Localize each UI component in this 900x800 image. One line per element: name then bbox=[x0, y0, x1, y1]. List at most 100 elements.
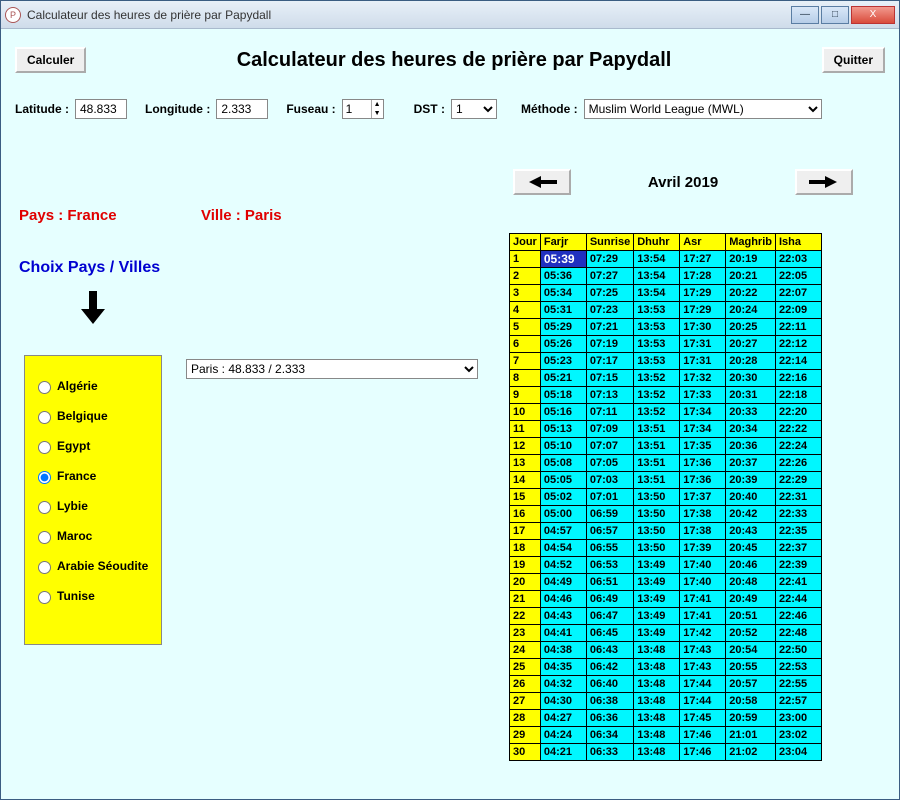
time-cell[interactable]: 05:39 bbox=[540, 251, 586, 268]
table-row[interactable]: 605:2607:1913:5317:3120:2722:12 bbox=[510, 336, 822, 353]
time-cell[interactable]: 13:54 bbox=[634, 285, 680, 302]
time-cell[interactable]: 21:02 bbox=[726, 744, 776, 761]
time-cell[interactable]: 22:50 bbox=[775, 642, 821, 659]
time-cell[interactable]: 17:35 bbox=[680, 438, 726, 455]
time-cell[interactable]: 05:31 bbox=[540, 302, 586, 319]
table-row[interactable]: 2504:3506:4213:4817:4320:5522:53 bbox=[510, 659, 822, 676]
day-cell[interactable]: 10 bbox=[510, 404, 541, 421]
time-cell[interactable]: 05:08 bbox=[540, 455, 586, 472]
time-cell[interactable]: 04:27 bbox=[540, 710, 586, 727]
time-cell[interactable]: 04:52 bbox=[540, 557, 586, 574]
time-cell[interactable]: 05:36 bbox=[540, 268, 586, 285]
time-cell[interactable]: 05:23 bbox=[540, 353, 586, 370]
time-cell[interactable]: 20:27 bbox=[726, 336, 776, 353]
time-cell[interactable]: 22:39 bbox=[775, 557, 821, 574]
time-cell[interactable]: 07:29 bbox=[586, 251, 633, 268]
time-cell[interactable]: 05:16 bbox=[540, 404, 586, 421]
city-select[interactable]: Paris : 48.833 / 2.333 bbox=[186, 359, 478, 379]
next-month-button[interactable] bbox=[795, 169, 853, 195]
day-cell[interactable]: 3 bbox=[510, 285, 541, 302]
time-cell[interactable]: 13:48 bbox=[634, 676, 680, 693]
time-cell[interactable]: 13:51 bbox=[634, 455, 680, 472]
time-cell[interactable]: 22:41 bbox=[775, 574, 821, 591]
time-cell[interactable]: 22:48 bbox=[775, 625, 821, 642]
country-option[interactable]: Arabie Séoudite bbox=[33, 558, 153, 574]
country-radio[interactable] bbox=[38, 471, 51, 484]
time-cell[interactable]: 22:26 bbox=[775, 455, 821, 472]
quit-button[interactable]: Quitter bbox=[822, 47, 885, 73]
time-cell[interactable]: 17:46 bbox=[680, 727, 726, 744]
time-cell[interactable]: 13:49 bbox=[634, 625, 680, 642]
day-cell[interactable]: 8 bbox=[510, 370, 541, 387]
dst-select[interactable]: 1 bbox=[451, 99, 497, 119]
time-cell[interactable]: 06:42 bbox=[586, 659, 633, 676]
time-cell[interactable]: 07:17 bbox=[586, 353, 633, 370]
time-cell[interactable]: 13:48 bbox=[634, 727, 680, 744]
time-cell[interactable]: 06:55 bbox=[586, 540, 633, 557]
time-cell[interactable]: 06:47 bbox=[586, 608, 633, 625]
calculate-button[interactable]: Calculer bbox=[15, 47, 86, 73]
chevron-up-icon[interactable]: ▲ bbox=[371, 100, 383, 109]
time-cell[interactable]: 17:34 bbox=[680, 421, 726, 438]
day-cell[interactable]: 20 bbox=[510, 574, 541, 591]
time-cell[interactable]: 22:55 bbox=[775, 676, 821, 693]
day-cell[interactable]: 22 bbox=[510, 608, 541, 625]
time-cell[interactable]: 22:14 bbox=[775, 353, 821, 370]
chevron-down-icon[interactable]: ▼ bbox=[371, 109, 383, 118]
time-cell[interactable]: 22:11 bbox=[775, 319, 821, 336]
time-cell[interactable]: 22:31 bbox=[775, 489, 821, 506]
time-cell[interactable]: 13:48 bbox=[634, 744, 680, 761]
time-cell[interactable]: 20:33 bbox=[726, 404, 776, 421]
time-cell[interactable]: 20:31 bbox=[726, 387, 776, 404]
time-cell[interactable]: 04:57 bbox=[540, 523, 586, 540]
time-cell[interactable]: 17:41 bbox=[680, 608, 726, 625]
time-cell[interactable]: 06:53 bbox=[586, 557, 633, 574]
time-cell[interactable]: 22:16 bbox=[775, 370, 821, 387]
time-cell[interactable]: 13:53 bbox=[634, 336, 680, 353]
time-cell[interactable]: 05:05 bbox=[540, 472, 586, 489]
table-row[interactable]: 2904:2406:3413:4817:4621:0123:02 bbox=[510, 727, 822, 744]
country-radio[interactable] bbox=[38, 531, 51, 544]
day-cell[interactable]: 18 bbox=[510, 540, 541, 557]
table-row[interactable]: 305:3407:2513:5417:2920:2222:07 bbox=[510, 285, 822, 302]
time-cell[interactable]: 20:21 bbox=[726, 268, 776, 285]
time-cell[interactable]: 13:48 bbox=[634, 659, 680, 676]
time-cell[interactable]: 04:46 bbox=[540, 591, 586, 608]
time-cell[interactable]: 07:03 bbox=[586, 472, 633, 489]
day-cell[interactable]: 19 bbox=[510, 557, 541, 574]
table-row[interactable]: 805:2107:1513:5217:3220:3022:16 bbox=[510, 370, 822, 387]
latitude-input[interactable] bbox=[75, 99, 127, 119]
time-cell[interactable]: 20:22 bbox=[726, 285, 776, 302]
table-row[interactable]: 105:3907:2913:5417:2720:1922:03 bbox=[510, 251, 822, 268]
time-cell[interactable]: 17:33 bbox=[680, 387, 726, 404]
country-option[interactable]: Lybie bbox=[33, 498, 153, 514]
time-cell[interactable]: 23:04 bbox=[775, 744, 821, 761]
time-cell[interactable]: 13:50 bbox=[634, 523, 680, 540]
time-cell[interactable]: 17:30 bbox=[680, 319, 726, 336]
time-cell[interactable]: 04:38 bbox=[540, 642, 586, 659]
time-cell[interactable]: 17:28 bbox=[680, 268, 726, 285]
time-cell[interactable]: 22:29 bbox=[775, 472, 821, 489]
day-cell[interactable]: 7 bbox=[510, 353, 541, 370]
country-option[interactable]: Maroc bbox=[33, 528, 153, 544]
day-cell[interactable]: 27 bbox=[510, 693, 541, 710]
time-cell[interactable]: 20:55 bbox=[726, 659, 776, 676]
time-cell[interactable]: 20:59 bbox=[726, 710, 776, 727]
table-row[interactable]: 2304:4106:4513:4917:4220:5222:48 bbox=[510, 625, 822, 642]
time-cell[interactable]: 13:53 bbox=[634, 353, 680, 370]
time-cell[interactable]: 20:34 bbox=[726, 421, 776, 438]
time-cell[interactable]: 17:31 bbox=[680, 336, 726, 353]
time-cell[interactable]: 13:49 bbox=[634, 574, 680, 591]
time-cell[interactable]: 04:32 bbox=[540, 676, 586, 693]
time-cell[interactable]: 13:51 bbox=[634, 472, 680, 489]
time-cell[interactable]: 22:20 bbox=[775, 404, 821, 421]
time-cell[interactable]: 13:49 bbox=[634, 591, 680, 608]
time-cell[interactable]: 20:58 bbox=[726, 693, 776, 710]
time-cell[interactable]: 20:54 bbox=[726, 642, 776, 659]
time-cell[interactable]: 05:29 bbox=[540, 319, 586, 336]
table-row[interactable]: 1105:1307:0913:5117:3420:3422:22 bbox=[510, 421, 822, 438]
maximize-button[interactable]: □ bbox=[821, 6, 849, 24]
time-cell[interactable]: 07:05 bbox=[586, 455, 633, 472]
time-cell[interactable]: 07:01 bbox=[586, 489, 633, 506]
time-cell[interactable]: 17:36 bbox=[680, 455, 726, 472]
